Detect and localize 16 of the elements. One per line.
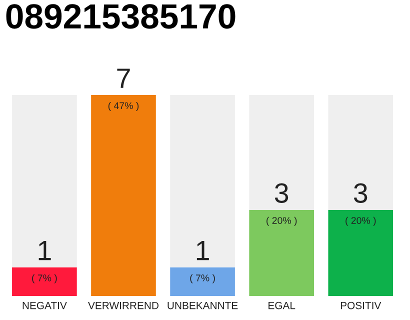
annotation: ( 20% ) [266,216,297,226]
annotation: ( 20% ) [346,216,376,226]
data-label: 7 [117,68,130,88]
x-tick-label: UNBEKANNTE [168,302,238,310]
data-label: 1 [38,240,51,260]
data-label: 3 [274,183,288,203]
x-tick-label: POSITIV [340,302,382,310]
x-tick-label: NEGATIV [22,302,67,310]
x-tick-label: VERWIRREND [88,302,158,310]
x-tick-label: EGAL [268,302,296,310]
data-label: 1 [196,240,209,260]
annotation: ( 7% ) [32,274,57,284]
annotation: ( 47% ) [108,102,139,112]
chart-title: 089215385170 [6,4,236,29]
data-label: 3 [354,183,368,203]
annotation: ( 7% ) [190,274,215,284]
